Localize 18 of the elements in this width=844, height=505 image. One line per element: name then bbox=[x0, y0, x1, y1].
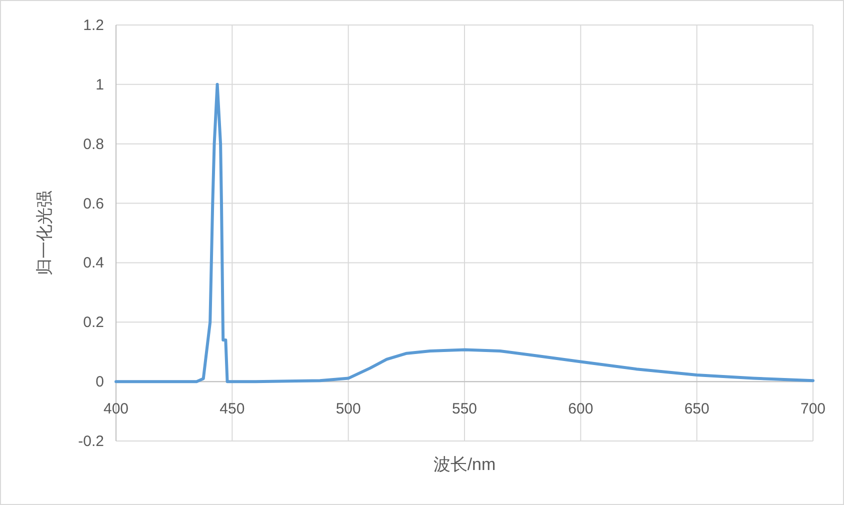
x-tick-label: 600 bbox=[568, 400, 594, 418]
x-tick-label: 550 bbox=[452, 400, 478, 418]
y-tick-label: 0.4 bbox=[83, 254, 104, 272]
y-tick-label: 1.2 bbox=[83, 17, 104, 34]
x-tick-label: 400 bbox=[103, 400, 129, 418]
x-tick-label: 700 bbox=[800, 400, 826, 418]
y-tick-label: -0.2 bbox=[78, 433, 104, 450]
y-tick-label: 0.8 bbox=[83, 136, 104, 153]
y-axis-title: 归一化光强 bbox=[35, 190, 54, 276]
x-tick-label: 450 bbox=[220, 400, 245, 418]
y-tick-label: 1 bbox=[96, 76, 104, 94]
line-series bbox=[114, 82, 814, 384]
y-tick-label: 0.6 bbox=[83, 195, 104, 212]
y-tick-label: 0.2 bbox=[83, 314, 104, 332]
x-tick-label: 500 bbox=[336, 400, 361, 418]
y-tick-label: 0 bbox=[96, 374, 104, 391]
x-tick-label: 650 bbox=[684, 400, 710, 418]
x-axis-title: 波长/nm bbox=[433, 455, 496, 474]
